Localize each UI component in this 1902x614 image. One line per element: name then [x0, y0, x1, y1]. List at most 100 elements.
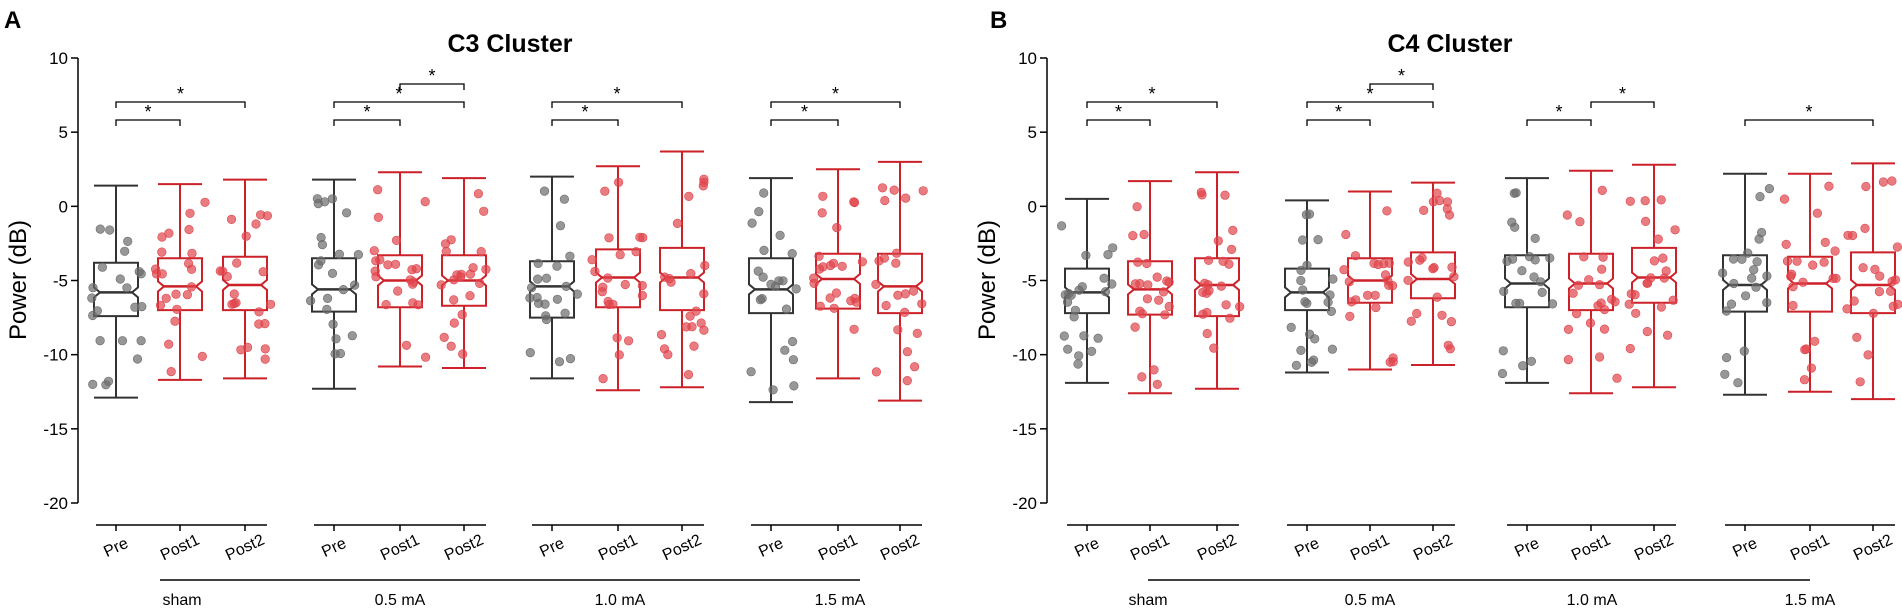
box-15mA-post1: [1779, 172, 1841, 393]
box-10mA-post2: [656, 150, 710, 389]
category-label: Post1: [596, 532, 640, 565]
data-point: [1339, 265, 1349, 275]
data-point: [1610, 297, 1620, 307]
box-sham-pre: [87, 184, 147, 399]
significance-bracket: [333, 119, 401, 126]
data-point: [475, 278, 485, 289]
data-point: [151, 264, 161, 274]
data-point: [1752, 257, 1762, 267]
data-point: [768, 385, 778, 395]
data-point: [473, 189, 484, 199]
group-label: sham: [162, 592, 201, 609]
y-tick-label: -5: [1022, 272, 1037, 291]
data-point: [1197, 190, 1207, 200]
significance-bracket: [399, 83, 465, 90]
data-point: [186, 282, 197, 292]
data-point: [1328, 274, 1338, 284]
data-point: [1861, 181, 1871, 192]
data-point: [1298, 285, 1308, 295]
data-point: [1203, 280, 1213, 290]
data-point: [539, 186, 550, 196]
category-label: Pre: [1072, 535, 1102, 561]
data-point: [559, 194, 570, 204]
data-point: [1152, 272, 1162, 282]
data-point: [1403, 275, 1413, 285]
data-point: [1887, 276, 1897, 287]
data-point: [123, 236, 133, 246]
box-10mA-post2: [1624, 163, 1680, 389]
data-point: [1142, 258, 1152, 269]
data-point: [1297, 235, 1308, 245]
category-label: Post1: [158, 532, 202, 565]
data-point: [1656, 195, 1666, 205]
data-point: [1213, 236, 1223, 246]
data-point: [891, 248, 902, 258]
data-point: [1137, 372, 1147, 382]
data-point: [1143, 280, 1153, 290]
panel-letter: A: [4, 7, 21, 34]
group-label: 1.0 mA: [1567, 592, 1618, 609]
significance-bracket: [1086, 119, 1151, 126]
data-point: [1447, 262, 1457, 272]
significance-star: *: [363, 102, 370, 122]
significance-star: *: [613, 84, 620, 104]
data-point: [1062, 297, 1073, 307]
data-point: [849, 324, 859, 334]
data-point: [1511, 188, 1521, 198]
data-point: [1808, 260, 1818, 270]
data-point: [369, 246, 379, 256]
data-point: [1849, 296, 1859, 306]
data-point: [623, 336, 634, 346]
data-point: [1326, 306, 1336, 317]
data-point: [1630, 290, 1640, 300]
data-point: [327, 194, 338, 204]
data-point: [1868, 308, 1878, 319]
category-label: Pre: [756, 535, 786, 561]
data-point: [1341, 229, 1351, 240]
data-point: [136, 336, 146, 346]
data-point: [254, 319, 264, 329]
box-body: [1787, 255, 1833, 313]
data-point: [1201, 288, 1212, 298]
data-point: [891, 258, 901, 268]
data-point: [161, 293, 171, 303]
data-point: [328, 319, 338, 329]
data-point: [902, 347, 913, 357]
data-point: [327, 268, 338, 279]
data-point: [87, 293, 97, 303]
data-point: [1563, 324, 1574, 335]
significance-bracket: [770, 119, 839, 126]
data-point: [1079, 331, 1089, 341]
data-point: [232, 258, 242, 268]
data-point: [1597, 185, 1607, 195]
significance-star: *: [581, 102, 588, 122]
data-point: [685, 311, 695, 321]
data-point: [1656, 302, 1666, 312]
data-point: [1133, 257, 1143, 267]
significance-bracket: [770, 101, 901, 108]
data-point: [893, 290, 903, 300]
data-point: [587, 255, 597, 265]
data-point: [1073, 359, 1083, 369]
data-point: [476, 247, 486, 257]
data-point: [817, 208, 827, 218]
data-point: [1445, 344, 1455, 354]
data-point: [1597, 264, 1607, 274]
data-point: [1530, 255, 1540, 265]
data-point: [908, 286, 919, 296]
data-point: [846, 296, 856, 306]
data-point: [157, 269, 167, 279]
data-point: [755, 295, 766, 305]
data-point: [1668, 295, 1678, 305]
data-point: [1887, 176, 1897, 186]
data-point: [759, 188, 769, 198]
data-point: [901, 193, 911, 203]
data-point: [1497, 368, 1508, 379]
y-tick-label: -15: [43, 420, 68, 439]
data-point: [1511, 298, 1521, 309]
data-point: [603, 296, 613, 307]
category-label: Post2: [1632, 532, 1676, 565]
data-point: [1720, 369, 1730, 379]
data-point: [373, 212, 384, 222]
